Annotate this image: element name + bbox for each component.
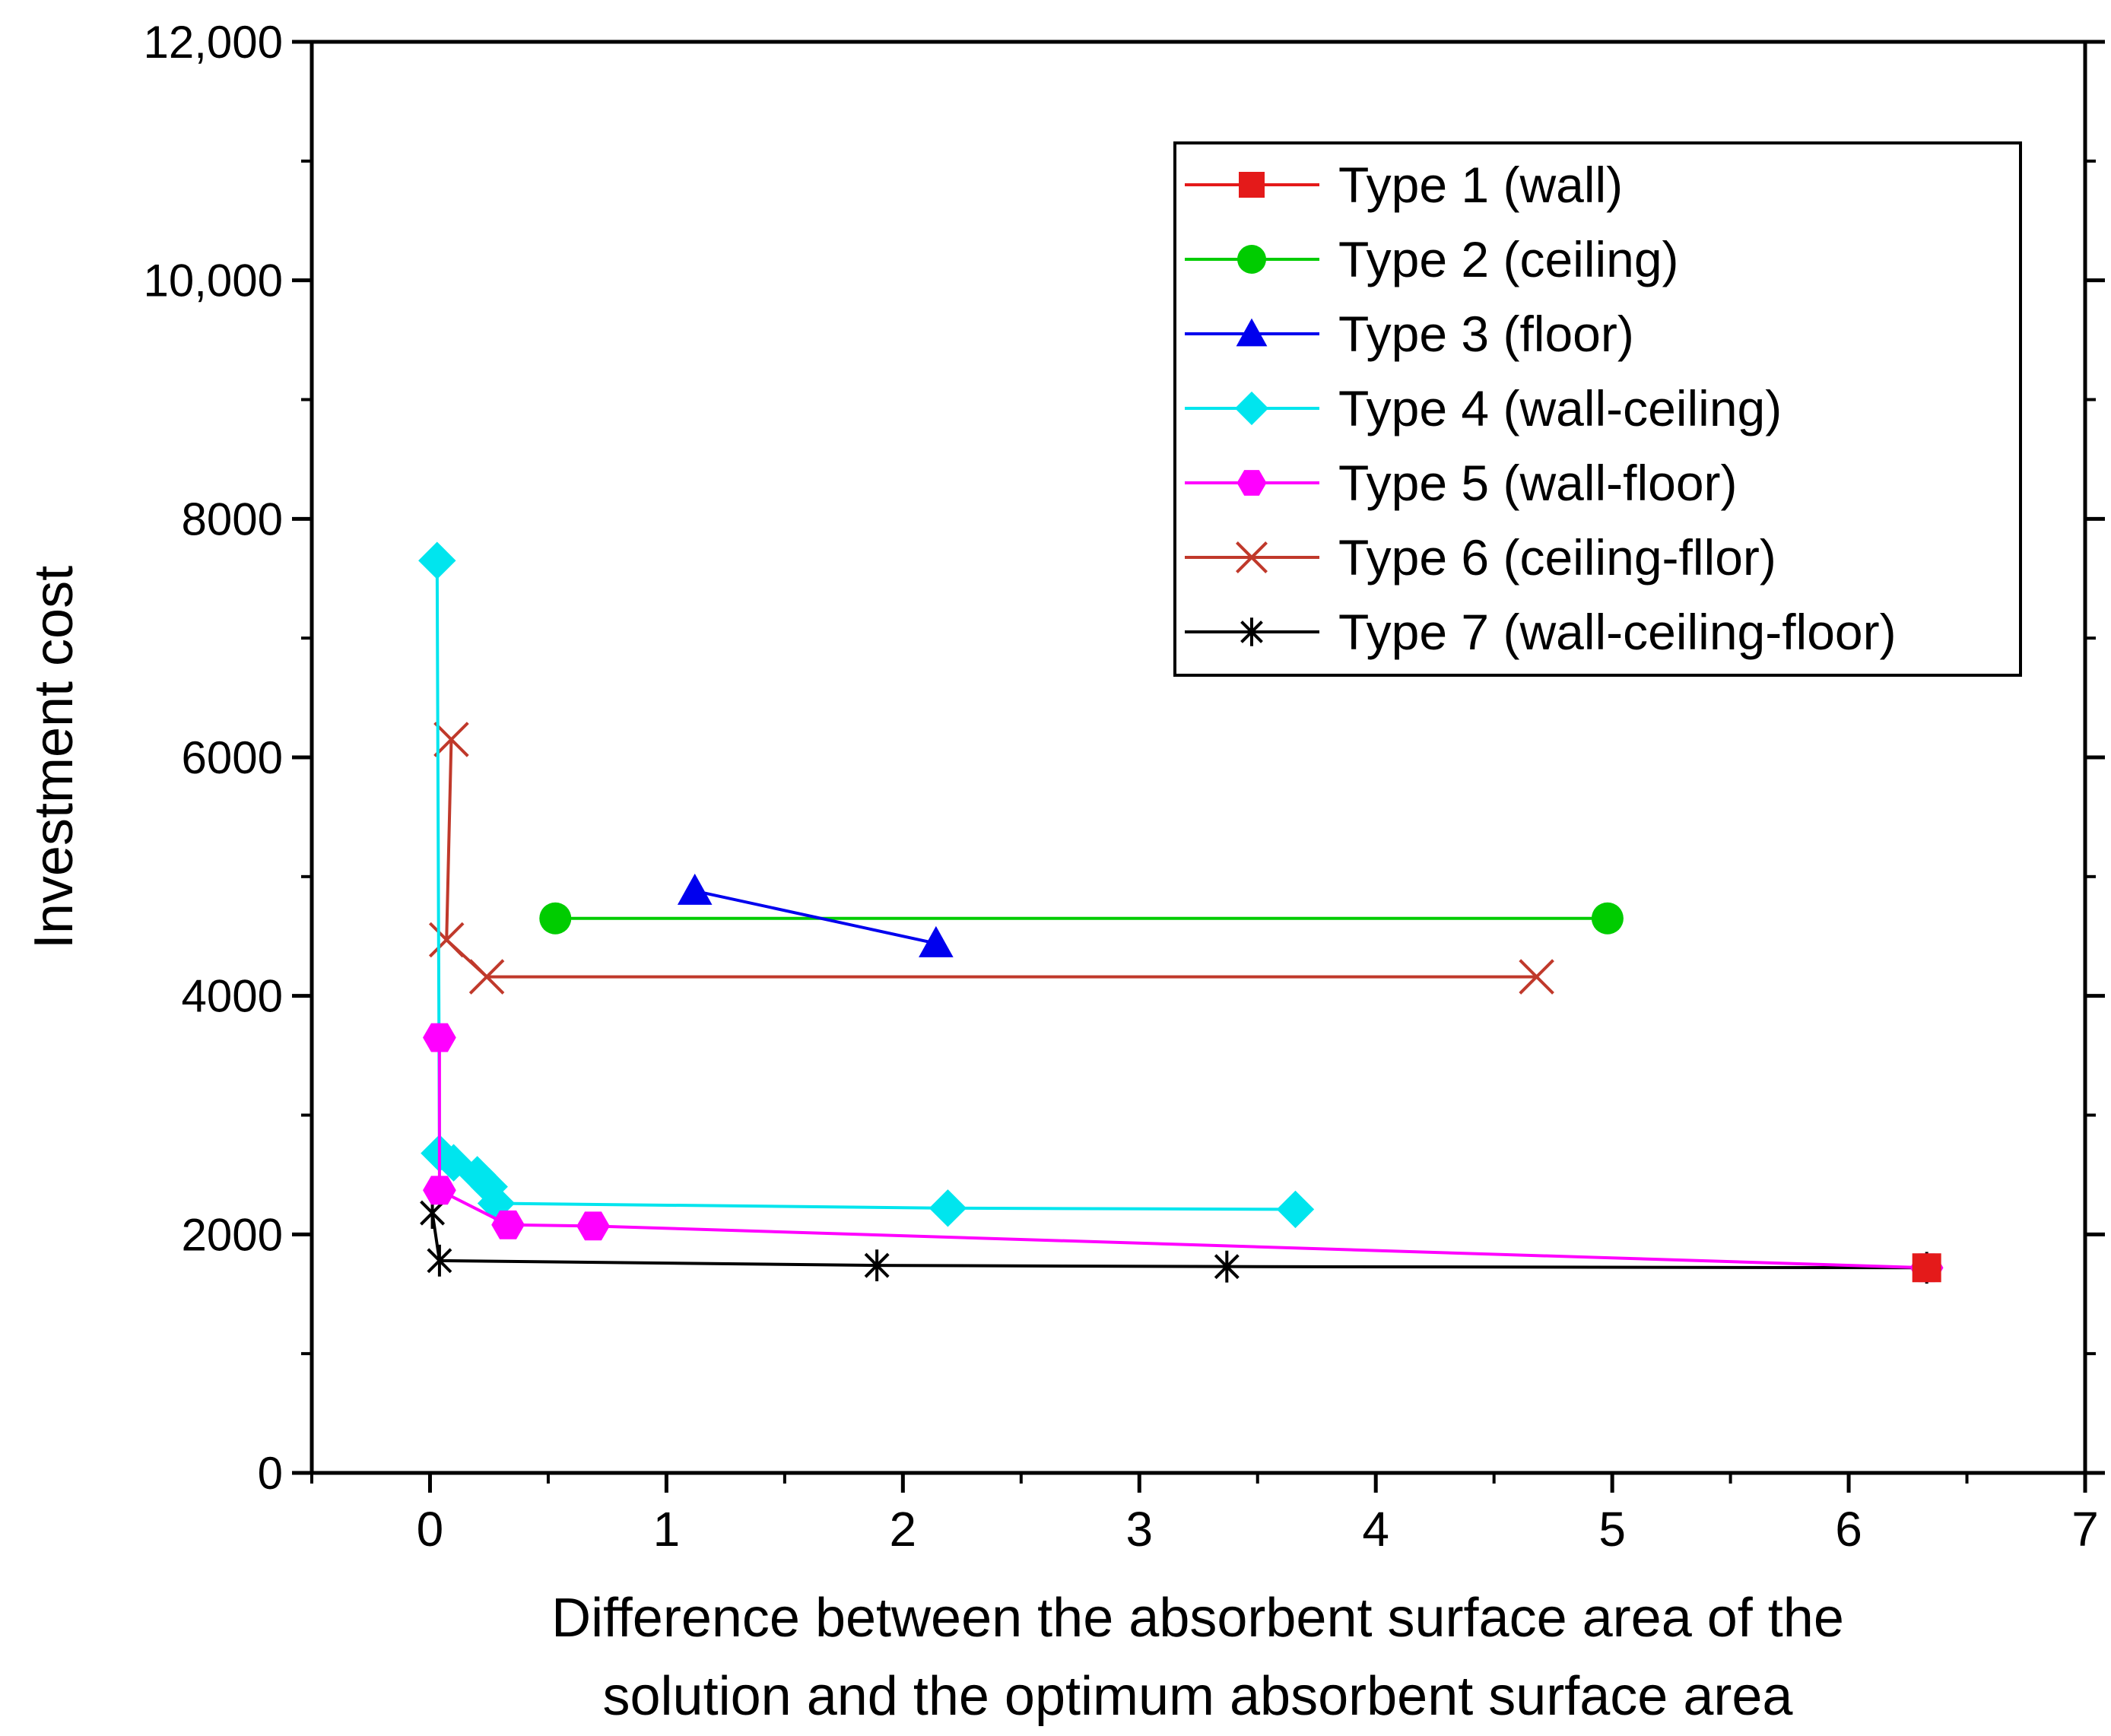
marker-x — [428, 922, 465, 958]
y-tick-label: 6000 — [182, 732, 283, 783]
x-tick-label: 2 — [890, 1502, 917, 1557]
x-tick-label: 5 — [1598, 1502, 1626, 1557]
series-5 — [423, 1023, 1944, 1283]
marker-hexagon — [423, 1023, 456, 1052]
series-line — [694, 889, 937, 945]
marker-circle — [1591, 902, 1624, 935]
marker-x — [433, 722, 469, 757]
marker-circle — [1237, 245, 1266, 274]
series-3 — [677, 873, 954, 957]
legend-item: Type 4 (wall-ceiling) — [1185, 380, 1782, 436]
y-tick-label: 4000 — [182, 971, 283, 1022]
marker-asterisk — [427, 1244, 452, 1277]
legend-item: Type 3 (floor) — [1185, 306, 1634, 362]
x-tick-label: 4 — [1362, 1502, 1389, 1557]
y-tick-label: 10,000 — [143, 255, 283, 306]
marker-diamond — [477, 1184, 516, 1223]
marker-x — [468, 959, 505, 995]
legend-label: Type 4 (wall-ceiling) — [1338, 380, 1782, 436]
series-2 — [539, 902, 1624, 935]
marker-diamond — [458, 1156, 497, 1194]
marker-triangle — [677, 873, 713, 905]
marker-circle — [539, 902, 572, 935]
marker-asterisk — [864, 1249, 890, 1282]
y-tick-label: 0 — [258, 1448, 283, 1499]
series-layer — [418, 541, 1944, 1284]
x-tick-label: 3 — [1125, 1502, 1153, 1557]
marker-hexagon — [423, 1176, 456, 1205]
marker-diamond — [434, 1144, 473, 1182]
y-axis-title: Investment cost — [24, 566, 84, 949]
legend-label: Type 3 (floor) — [1338, 306, 1634, 362]
legend-label: Type 1 (wall) — [1338, 157, 1623, 213]
marker-triangle — [1236, 318, 1268, 347]
marker-x — [1519, 959, 1554, 995]
marker-hexagon — [1236, 470, 1267, 496]
legend-item: Type 1 (wall) — [1185, 157, 1623, 213]
axis-ticks: 0 2000 4000 6000 8000 10,000 12,000 0 1 2 3 4 5 6 7 — [143, 17, 2105, 1557]
x-tick-label: 7 — [2071, 1502, 2099, 1557]
marker-triangle — [919, 925, 954, 957]
legend-label: Type 2 (ceiling) — [1338, 231, 1679, 287]
series-6 — [428, 722, 1554, 995]
legend: Type 1 (wall) Type 2 (ceiling) Type 3 (flo… — [1173, 141, 2022, 677]
legend-label: Type 7 (wall-ceiling-floor) — [1338, 604, 1897, 660]
marker-diamond — [929, 1189, 967, 1227]
x-axis-title-line-2: solution and the optimum absorbent surfa… — [603, 1666, 1794, 1727]
legend-label: Type 5 (wall-floor) — [1338, 455, 1738, 511]
marker-diamond — [418, 541, 456, 579]
y-tick-label: 8000 — [182, 494, 283, 544]
series-4 — [418, 541, 1315, 1229]
marker-asterisk — [1240, 617, 1263, 646]
marker-x — [1236, 541, 1268, 573]
marker-diamond — [1276, 1190, 1315, 1229]
marker-asterisk — [1214, 1250, 1240, 1283]
series-line — [445, 739, 1537, 979]
series-line — [435, 560, 1296, 1211]
series-1 — [1912, 1253, 1941, 1283]
series-line — [437, 1037, 1927, 1270]
y-tick-label: 2000 — [182, 1209, 283, 1260]
marker-hexagon — [576, 1211, 610, 1241]
marker-hexagon — [491, 1210, 525, 1239]
marker-diamond — [1234, 391, 1269, 426]
legend-item: Type 7 (wall-ceiling-floor) — [1185, 604, 1897, 660]
x-axis-title-line-1: Difference between the absorbent surface… — [551, 1588, 1844, 1649]
legend-label: Type 6 (ceiling-fllor) — [1338, 529, 1776, 586]
marker-diamond — [470, 1167, 508, 1206]
x-tick-label: 1 — [653, 1502, 681, 1557]
y-tick-label: 12,000 — [143, 17, 283, 68]
legend-item: Type 5 (wall-floor) — [1185, 455, 1738, 511]
legend-item: Type 6 (ceiling-fllor) — [1185, 529, 1776, 586]
legend-item: Type 2 (ceiling) — [1185, 231, 1679, 287]
x-tick-label: 0 — [417, 1502, 444, 1557]
marker-square — [1912, 1253, 1941, 1283]
x-tick-label: 6 — [1835, 1502, 1862, 1557]
marker-square — [1239, 172, 1265, 198]
